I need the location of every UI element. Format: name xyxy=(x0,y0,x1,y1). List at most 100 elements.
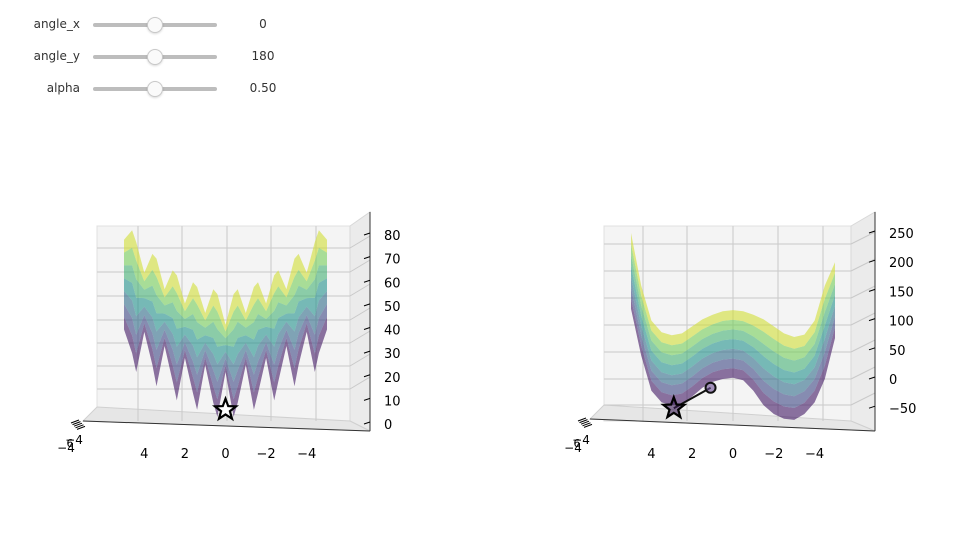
z-tick-mark xyxy=(868,259,876,263)
angle-x-control: angle_x 0 xyxy=(0,13,300,37)
y-tick-mark xyxy=(577,417,587,422)
x-tick-label: 2 xyxy=(181,447,189,462)
z-tick-mark xyxy=(363,374,371,378)
z-tick-mark xyxy=(363,327,371,330)
surface-band xyxy=(124,278,327,365)
z-tick-label: 30 xyxy=(384,347,401,362)
z-tick-mark xyxy=(363,256,371,260)
gridline-side xyxy=(349,376,371,390)
z-tick-mark xyxy=(363,303,371,307)
current-point-marker xyxy=(704,381,717,394)
gridline-side xyxy=(850,285,876,299)
y-tick-label: −4 xyxy=(572,433,590,447)
z-tick-label: 200 xyxy=(889,256,914,271)
x-axis-line xyxy=(82,420,371,432)
z-tick-mark xyxy=(868,230,876,234)
z-tick-label: 0 xyxy=(889,373,897,388)
z-tick-label: −50 xyxy=(889,402,916,417)
x-tick-label: −2 xyxy=(764,447,783,462)
x-tick-label: 4 xyxy=(140,447,148,462)
minimum-star-marker xyxy=(211,395,240,422)
gridline-side xyxy=(349,259,371,273)
y-tick-mark xyxy=(70,419,80,424)
y-tick-label: 6 xyxy=(67,437,74,450)
z-axis: 0 10 20 30 40 50 60 70 80 xyxy=(363,212,401,433)
y-tick-label: −4 xyxy=(65,433,83,447)
y-tick-mark xyxy=(582,422,591,427)
x-tick-label: 4 xyxy=(647,447,655,462)
y-tick-label: −4 xyxy=(564,441,582,455)
z-tick-mark xyxy=(868,318,876,322)
minimum-star-marker xyxy=(660,394,688,420)
angle-y-label: angle_y xyxy=(33,49,80,63)
angle-y-value: 180 xyxy=(251,49,275,63)
y-axis: −4−46 xyxy=(57,419,86,455)
y-tick-label: 6 xyxy=(574,437,581,450)
angle-x-slider-handle[interactable] xyxy=(147,17,163,33)
slider-panel: angle_x 0 angle_y 180 alpha 0.50 xyxy=(0,0,300,110)
x-tick-label: −2 xyxy=(257,447,276,462)
z-axis: −50 0 50 100 150 200 250 xyxy=(868,212,916,431)
y-tick-label: −4 xyxy=(57,441,75,455)
z-tick-label: 70 xyxy=(384,253,401,268)
z-tick-mark xyxy=(868,347,876,351)
surface-band xyxy=(124,265,327,347)
surface xyxy=(124,230,327,417)
z-tick-label: 0 xyxy=(384,418,392,433)
z-tick-mark xyxy=(363,397,371,401)
x-tick-label: 0 xyxy=(729,447,737,462)
gridline-side xyxy=(850,258,876,272)
y-tick-mark xyxy=(75,424,84,429)
gridline-side xyxy=(349,283,371,297)
z-tick-mark xyxy=(363,279,371,283)
gridline-side xyxy=(850,392,876,406)
z-tick-mark xyxy=(363,350,371,354)
z-tick-label: 50 xyxy=(889,344,906,359)
z-tick-mark xyxy=(363,232,371,236)
x-tick-label: −4 xyxy=(805,447,824,462)
x-axis-line xyxy=(589,418,876,432)
x-tick-label: 2 xyxy=(688,447,696,462)
x-axis: 4 2 0 −2 −4 xyxy=(589,418,876,462)
y-tick-mark xyxy=(72,421,81,426)
gridline-side xyxy=(850,312,876,326)
alpha-slider-handle[interactable] xyxy=(147,81,163,97)
y-tick-mark xyxy=(579,419,588,424)
x-tick-label: −4 xyxy=(297,447,316,462)
y-tick-mark xyxy=(76,425,86,430)
gridline-side xyxy=(349,353,371,367)
side-pane xyxy=(349,211,371,432)
z-tick-label: 50 xyxy=(384,300,401,315)
y-axis: −4−46 xyxy=(564,417,593,455)
z-tick-label: 20 xyxy=(384,371,401,386)
z-tick-mark xyxy=(868,288,876,292)
y-tick-mark xyxy=(73,422,83,427)
z-tick-label: 100 xyxy=(889,315,914,330)
gridline-side xyxy=(850,366,876,380)
z-tick-mark xyxy=(363,421,371,425)
z-tick-label: 80 xyxy=(384,229,401,244)
gridline-side xyxy=(850,339,876,353)
side-pane xyxy=(850,211,876,432)
y-tick-mark xyxy=(583,423,593,428)
angle-x-value: 0 xyxy=(259,17,267,31)
z-tick-mark xyxy=(868,405,876,409)
gridline-side xyxy=(349,330,371,344)
z-tick-mark xyxy=(868,376,876,380)
angle-y-slider-handle[interactable] xyxy=(147,49,163,65)
alpha-control: alpha 0.50 xyxy=(0,77,300,101)
angle-x-label: angle_x xyxy=(33,17,80,31)
surface-band xyxy=(124,316,327,417)
z-tick-label: 250 xyxy=(889,227,914,242)
alpha-value: 0.50 xyxy=(249,81,277,95)
angle-y-control: angle_y 180 xyxy=(0,45,300,69)
x-axis: 4 2 0 −2 −4 xyxy=(82,420,371,462)
alpha-label: alpha xyxy=(46,81,80,95)
z-tick-label: 150 xyxy=(889,285,914,300)
z-tick-label: 60 xyxy=(384,276,401,291)
gridline-side xyxy=(349,307,371,321)
gridline-side xyxy=(850,231,876,245)
z-tick-label: 40 xyxy=(384,324,401,339)
